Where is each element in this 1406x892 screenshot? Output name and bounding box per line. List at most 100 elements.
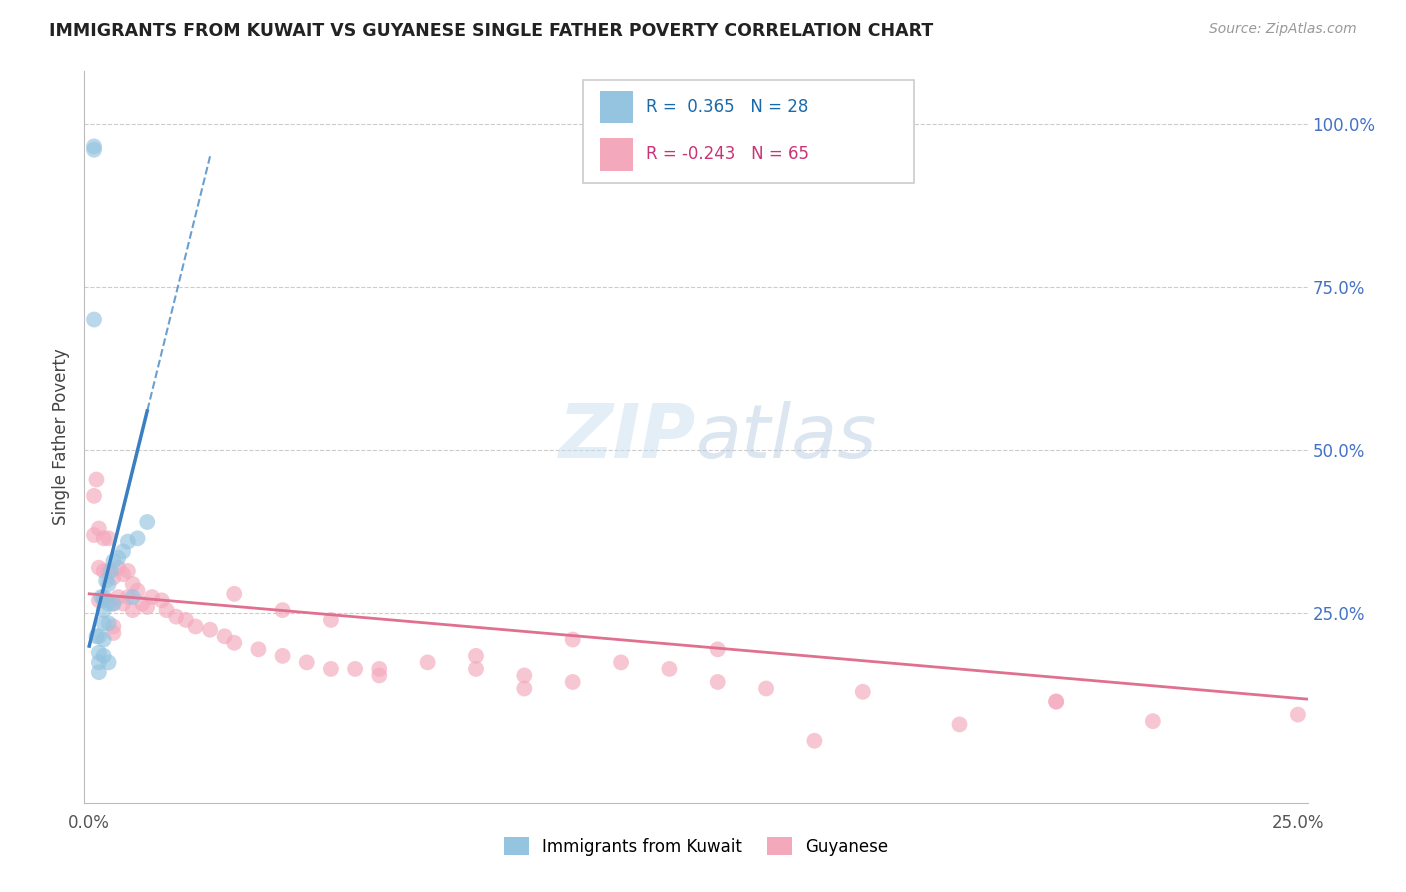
Point (131, 597, 153, 611)
Point (83, 528, 105, 542)
Point (87, 665, 110, 680)
Point (271, 603, 294, 617)
Point (93, 632, 115, 647)
Point (103, 597, 125, 611)
Bar (600, 137, 633, 170)
Text: ZIP: ZIP (558, 401, 696, 474)
Point (271, 648, 294, 663)
Point (103, 597, 125, 611)
Point (150, 593, 173, 607)
Point (136, 599, 159, 614)
Text: Source: ZipAtlas.com: Source: ZipAtlas.com (1209, 22, 1357, 37)
Y-axis label: Single Father Poverty: Single Father Poverty (52, 349, 70, 525)
Point (97, 564, 120, 578)
Point (87, 521, 110, 535)
Point (1045, 695, 1067, 709)
Point (117, 564, 139, 578)
Text: IMMIGRANTS FROM KUWAIT VS GUYANESE SINGLE FATHER POVERTY CORRELATION CHART: IMMIGRANTS FROM KUWAIT VS GUYANESE SINGL… (49, 22, 934, 40)
Point (94, 574, 117, 588)
Point (93, 531, 115, 545)
Text: R =  0.365   N = 28: R = 0.365 N = 28 (647, 98, 808, 116)
Point (319, 613, 342, 627)
Point (87, 656, 110, 670)
Point (93, 603, 115, 617)
Point (852, 685, 875, 699)
Point (121, 577, 143, 591)
Point (803, 733, 825, 747)
Point (224, 587, 246, 601)
Point (295, 656, 318, 670)
Point (107, 560, 129, 574)
Point (117, 534, 139, 549)
Point (513, 681, 536, 696)
Point (155, 603, 177, 617)
Point (706, 642, 728, 657)
Point (368, 662, 391, 676)
Point (103, 626, 125, 640)
Point (83, 139, 105, 153)
Point (93, 648, 115, 663)
Point (93, 616, 115, 631)
Point (103, 619, 125, 633)
Point (112, 597, 135, 611)
Text: R = -0.243   N = 65: R = -0.243 N = 65 (647, 145, 810, 163)
Point (513, 668, 536, 682)
Point (87, 629, 110, 643)
Point (141, 590, 163, 604)
Point (127, 583, 149, 598)
Point (93, 593, 115, 607)
Point (319, 662, 342, 676)
Point (561, 632, 583, 647)
Point (1286, 707, 1309, 722)
Point (416, 656, 439, 670)
Point (368, 668, 391, 682)
Point (83, 312, 105, 326)
Point (174, 613, 197, 627)
Point (97, 593, 120, 607)
Point (247, 642, 270, 657)
Legend: Immigrants from Kuwait, Guyanese: Immigrants from Kuwait, Guyanese (495, 830, 897, 864)
Point (198, 623, 221, 637)
Point (83, 143, 105, 157)
Point (103, 570, 125, 584)
Point (121, 603, 143, 617)
Point (127, 531, 149, 545)
Point (86, 473, 108, 487)
Point (121, 590, 143, 604)
Point (93, 590, 115, 604)
Point (97, 656, 120, 670)
Point (100, 564, 122, 578)
Text: atlas: atlas (696, 401, 877, 473)
Point (112, 544, 135, 558)
Point (184, 619, 207, 633)
Bar (600, 91, 633, 123)
Point (117, 590, 139, 604)
Point (97, 531, 120, 545)
Point (610, 656, 633, 670)
Point (83, 489, 105, 503)
Point (112, 567, 135, 582)
Point (706, 675, 728, 690)
Point (90, 590, 112, 604)
Point (93, 564, 115, 578)
Point (87, 593, 110, 607)
Point (755, 681, 778, 696)
Point (103, 554, 125, 568)
Point (344, 662, 367, 676)
Point (97, 616, 120, 631)
Point (465, 662, 488, 676)
Point (136, 515, 159, 529)
Point (86, 629, 108, 643)
Point (87, 646, 110, 660)
Point (107, 590, 129, 604)
Point (97, 577, 120, 591)
Point (224, 636, 246, 650)
Point (107, 550, 129, 565)
Point (948, 717, 970, 731)
Point (165, 609, 187, 624)
Point (87, 560, 110, 574)
Point (1142, 714, 1164, 728)
Point (214, 629, 236, 643)
Point (658, 662, 681, 676)
Point (97, 597, 120, 611)
